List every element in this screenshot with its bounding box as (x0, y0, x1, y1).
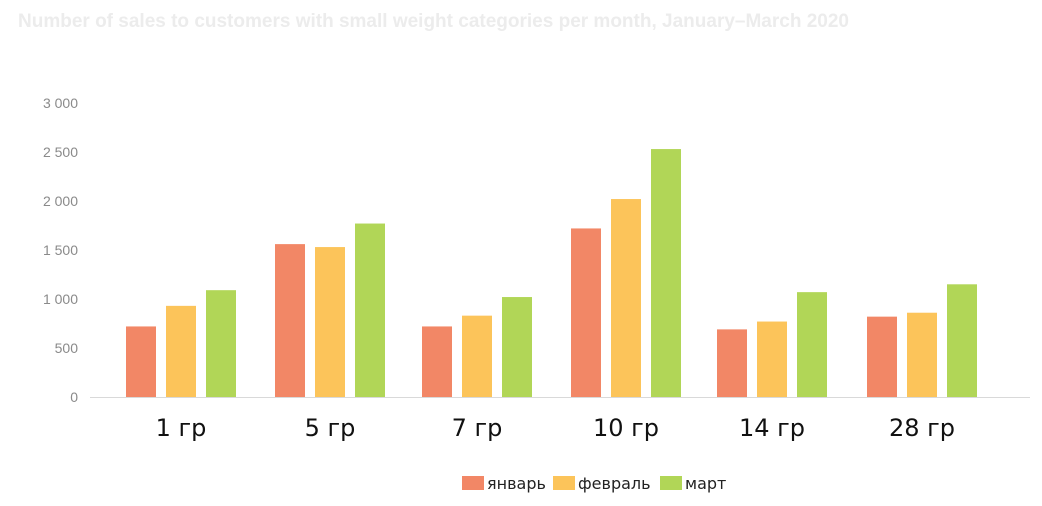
x-tick-label: 10 гр (593, 414, 659, 442)
bar-февраль-28гр (907, 312, 937, 397)
legend-swatch-январь (462, 476, 484, 490)
bar-январь-28гр (867, 316, 897, 397)
bar-январь-1гр (126, 326, 156, 397)
bar-январь-7гр (422, 326, 452, 397)
y-tick-label: 3 000 (43, 95, 78, 111)
bar-март-5гр (355, 223, 385, 397)
bar-январь-14гр (717, 329, 747, 397)
x-tick-label: 5 гр (305, 414, 356, 442)
y-tick-label: 1 500 (43, 242, 78, 258)
legend-label-март: март (685, 474, 726, 493)
bar-январь-10гр (571, 228, 601, 397)
legend-label-январь: январь (487, 474, 546, 493)
chart-title: Number of sales to customers with small … (18, 11, 849, 32)
bar-февраль-7гр (462, 315, 492, 397)
x-tick-label: 28 гр (889, 414, 955, 442)
bar-февраль-1гр (166, 305, 196, 397)
bar-март-1гр (206, 290, 236, 397)
bar-февраль-10гр (611, 199, 641, 397)
bar-март-10гр (651, 149, 681, 397)
bar-март-28гр (947, 284, 977, 397)
bar-февраль-5гр (315, 247, 345, 397)
y-tick-label: 2 000 (43, 193, 78, 209)
legend-swatch-март (660, 476, 682, 490)
bar-январь-5гр (275, 244, 305, 397)
y-tick-label: 500 (55, 340, 79, 356)
x-tick-label: 14 гр (739, 414, 805, 442)
bar-февраль-14гр (757, 321, 787, 397)
bar-март-7гр (502, 297, 532, 397)
x-tick-label: 1 гр (156, 414, 207, 442)
y-tick-label: 2 500 (43, 144, 78, 160)
bar-март-14гр (797, 292, 827, 397)
y-tick-label: 1 000 (43, 291, 78, 307)
legend-swatch-февраль (553, 476, 575, 490)
x-tick-label: 7 гр (452, 414, 503, 442)
y-tick-label: 0 (70, 389, 78, 405)
legend-label-февраль: февраль (578, 474, 651, 493)
